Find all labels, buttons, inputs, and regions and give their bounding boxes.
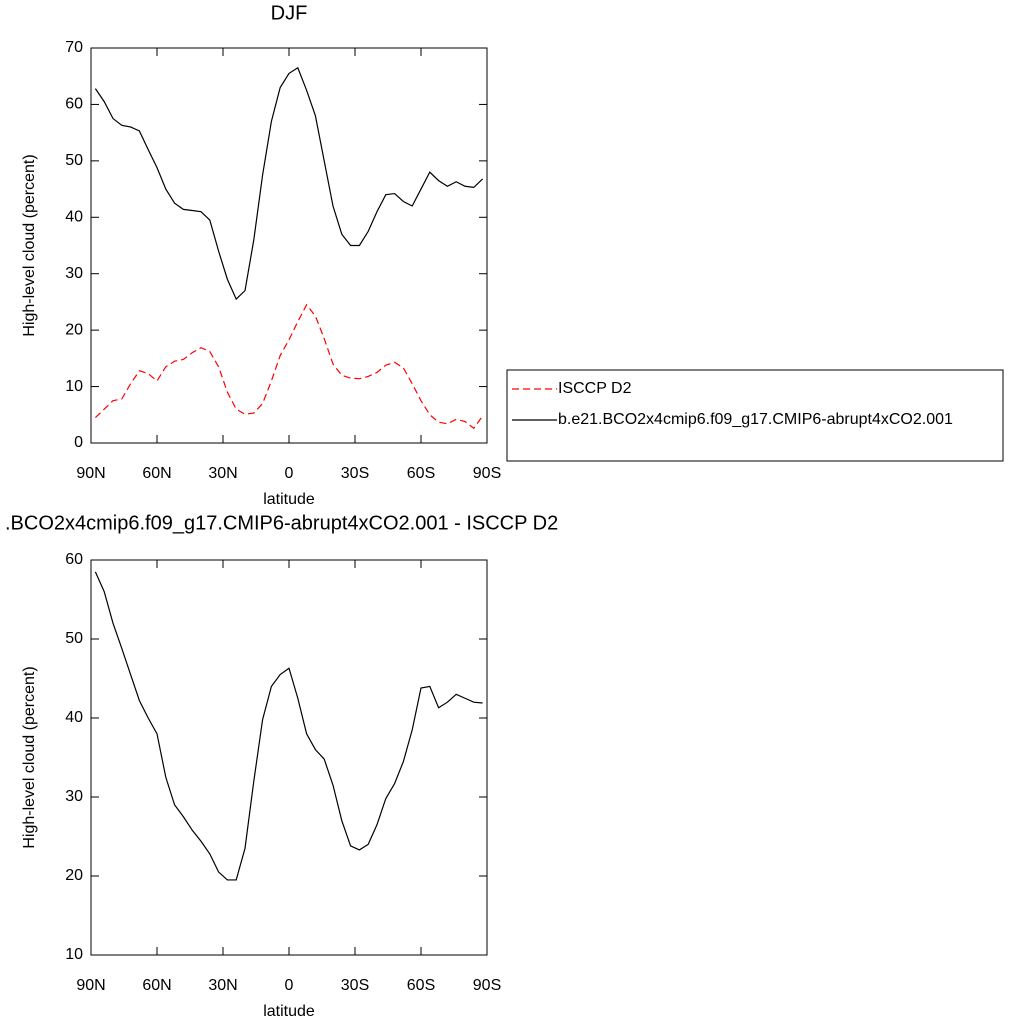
x-tick-label: 60N bbox=[142, 465, 171, 482]
x-tick-label: 90S bbox=[473, 977, 501, 994]
y-axis-label: High-level cloud (percent) bbox=[21, 154, 38, 336]
x-axis-label: latitude bbox=[263, 1003, 315, 1020]
chart-title: DJF bbox=[271, 2, 308, 24]
y-tick-label: 50 bbox=[65, 630, 83, 647]
y-tick-label: 40 bbox=[65, 709, 83, 726]
x-tick-label: 90S bbox=[473, 465, 501, 482]
x-tick-label: 0 bbox=[285, 977, 294, 994]
x-tick-label: 90N bbox=[76, 977, 105, 994]
data-line bbox=[94, 303, 484, 430]
x-tick-label: 90N bbox=[76, 465, 105, 482]
y-tick-label: 60 bbox=[65, 551, 83, 568]
y-tick-label: 50 bbox=[65, 152, 83, 169]
data-line bbox=[94, 66, 484, 301]
x-tick-label: 30N bbox=[208, 465, 237, 482]
x-tick-label: 0 bbox=[285, 465, 294, 482]
y-tick-label: 40 bbox=[65, 209, 83, 226]
y-tick-label: 10 bbox=[65, 946, 83, 963]
plot-frame bbox=[90, 47, 488, 444]
x-tick-label: 60S bbox=[407, 465, 435, 482]
y-axis-label: High-level cloud (percent) bbox=[21, 666, 38, 848]
y-tick-label: 30 bbox=[65, 788, 83, 805]
x-tick-label: 30S bbox=[341, 977, 369, 994]
plot-frame bbox=[90, 559, 488, 956]
x-tick-label: 30S bbox=[341, 465, 369, 482]
y-tick-label: 20 bbox=[65, 321, 83, 338]
y-tick-label: 10 bbox=[65, 378, 83, 395]
y-tick-label: 20 bbox=[65, 867, 83, 884]
y-tick-label: 30 bbox=[65, 265, 83, 282]
x-tick-label: 60S bbox=[407, 977, 435, 994]
chart-title: .BCO2x4cmip6.f09_g17.CMIP6-abrupt4xCO2.0… bbox=[5, 512, 558, 534]
y-tick-label: 70 bbox=[65, 39, 83, 56]
x-axis-label: latitude bbox=[263, 491, 315, 508]
x-tick-label: 30N bbox=[208, 977, 237, 994]
legend-label: ISCCP D2 bbox=[558, 380, 632, 397]
legend-label: b.e21.BCO2x4cmip6.f09_g17.CMIP6-abrupt4x… bbox=[558, 411, 953, 428]
x-tick-label: 60N bbox=[142, 977, 171, 994]
y-tick-label: 0 bbox=[74, 434, 83, 451]
data-line bbox=[94, 571, 483, 881]
legend-box bbox=[506, 369, 1004, 462]
y-tick-label: 60 bbox=[65, 96, 83, 113]
